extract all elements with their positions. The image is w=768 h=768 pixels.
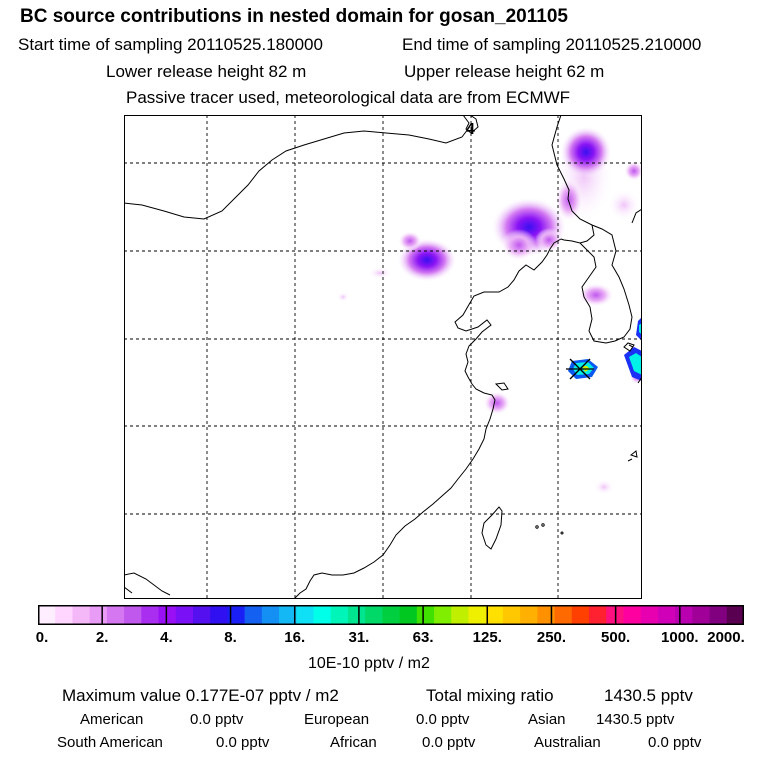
- colorbar-cell: [416, 605, 435, 625]
- colorbar-cell: [55, 605, 74, 625]
- region-name-south-american: South American: [57, 734, 163, 751]
- colorbar-cell: [106, 605, 125, 625]
- colorbar-cell: [261, 605, 280, 625]
- colorbar-cell: [434, 605, 452, 625]
- start-time-label: Start time of sampling 20110525.180000: [18, 35, 323, 54]
- colorbar-cell: [554, 605, 573, 625]
- plume-korea: [578, 283, 614, 307]
- colorbar-cell: [709, 605, 728, 625]
- total-mixing-label: Total mixing ratio: [426, 686, 554, 705]
- colorbar-cell: [485, 605, 504, 625]
- region-name-european: European: [304, 711, 370, 728]
- colorbar-cell: [399, 605, 418, 625]
- total-mixing-value: 1430.5 pptv: [604, 686, 693, 705]
- colorbar-cell: [640, 605, 659, 625]
- colorbar: [38, 605, 744, 625]
- end-time-label: End time of sampling 20110525.210000: [402, 35, 702, 54]
- lower-release-height-label: Lower release height 82 m: [106, 62, 307, 81]
- colorbar-cell: [72, 605, 91, 625]
- colorbar-cell: [675, 605, 693, 625]
- region-value-european: 0.0 pptv: [416, 711, 470, 728]
- colorbar-cell: [382, 605, 401, 625]
- colorbar-cell: [141, 605, 160, 625]
- colorbar-cell: [227, 605, 246, 625]
- colorbar-cell: [124, 605, 142, 625]
- colorbar-cell: [279, 605, 297, 625]
- colorbar-cell: [537, 605, 556, 625]
- upper-release-height-label: Upper release height 62 m: [404, 62, 605, 81]
- region-name-american: American: [80, 711, 144, 728]
- region-name-australian: Australian: [534, 734, 601, 751]
- colorbar-cell: [296, 605, 315, 625]
- colorbar-cell: [520, 605, 538, 625]
- colorbar-tick-label: 2.: [95, 629, 109, 646]
- region-name-asian: Asian: [528, 711, 566, 728]
- colorbar-cell: [571, 605, 590, 625]
- region-value-american: 0.0 pptv: [190, 711, 244, 728]
- receptor-marker-icon: [566, 358, 594, 380]
- colorbar-tick-label: 2000.: [707, 629, 745, 646]
- colorbar-tick-label: 16.: [284, 629, 306, 646]
- colorbar-cell: [347, 605, 366, 625]
- region-value-south-american: 0.0 pptv: [216, 734, 270, 751]
- colorbar-cell: [38, 605, 56, 625]
- coastlines: [124, 115, 642, 599]
- colorbar-tick-label: 250.: [536, 629, 567, 646]
- map-frame: [124, 115, 642, 599]
- map-panel: 4: [124, 115, 642, 599]
- colorbar-cell: [192, 605, 211, 625]
- map-grid: [124, 115, 642, 599]
- tracer-note: Passive tracer used, meteorological data…: [126, 88, 571, 107]
- colorbar-tick-label: 0.: [35, 629, 49, 646]
- colorbar-cell: [468, 605, 487, 625]
- colorbar-cell: [330, 605, 349, 625]
- colorbar-tick-label: 63.: [412, 629, 434, 646]
- colorbar-tick-label: 4.: [160, 629, 173, 646]
- plot-title: BC source contributions in nested domain…: [20, 6, 568, 27]
- maximum-value-label: Maximum value 0.177E-07 pptv / m2: [62, 686, 339, 705]
- colorbar-tick-label: 500.: [601, 629, 631, 646]
- colorbar-cell: [244, 605, 263, 625]
- colorbar-cell: [313, 605, 332, 625]
- colorbar-tick-label: 8.: [224, 629, 237, 646]
- colorbar-tick-label: 1000.: [661, 629, 699, 646]
- colorbar-cell: [158, 605, 177, 625]
- colorbar-cell: [210, 605, 229, 625]
- colorbar-cell: [89, 605, 108, 625]
- colorbar-cell: [365, 605, 383, 625]
- region-value-australian: 0.0 pptv: [648, 734, 702, 751]
- plume-shanghai: [483, 391, 511, 415]
- region-name-african: African: [330, 734, 377, 751]
- colorbar-cell: [451, 605, 470, 625]
- colorbar-cell: [692, 605, 711, 625]
- colorbar-cell: [623, 605, 642, 625]
- plume-areas: [337, 125, 642, 495]
- colorbar-tick-label: 31.: [348, 629, 370, 646]
- colorbar-cell: [589, 605, 607, 625]
- colorbar-cell: [657, 605, 676, 625]
- region-value-african: 0.0 pptv: [422, 734, 476, 751]
- colorbar-unit: 10E-10 pptv / m2: [308, 655, 430, 672]
- colorbar-cell: [175, 605, 194, 625]
- map-corner-label: 4: [466, 121, 475, 138]
- colorbar-cell: [726, 605, 744, 625]
- colorbar-tick-label: 125.: [472, 629, 502, 646]
- colorbar-cell: [502, 605, 521, 625]
- region-value-asian: 1430.5 pptv: [596, 711, 675, 728]
